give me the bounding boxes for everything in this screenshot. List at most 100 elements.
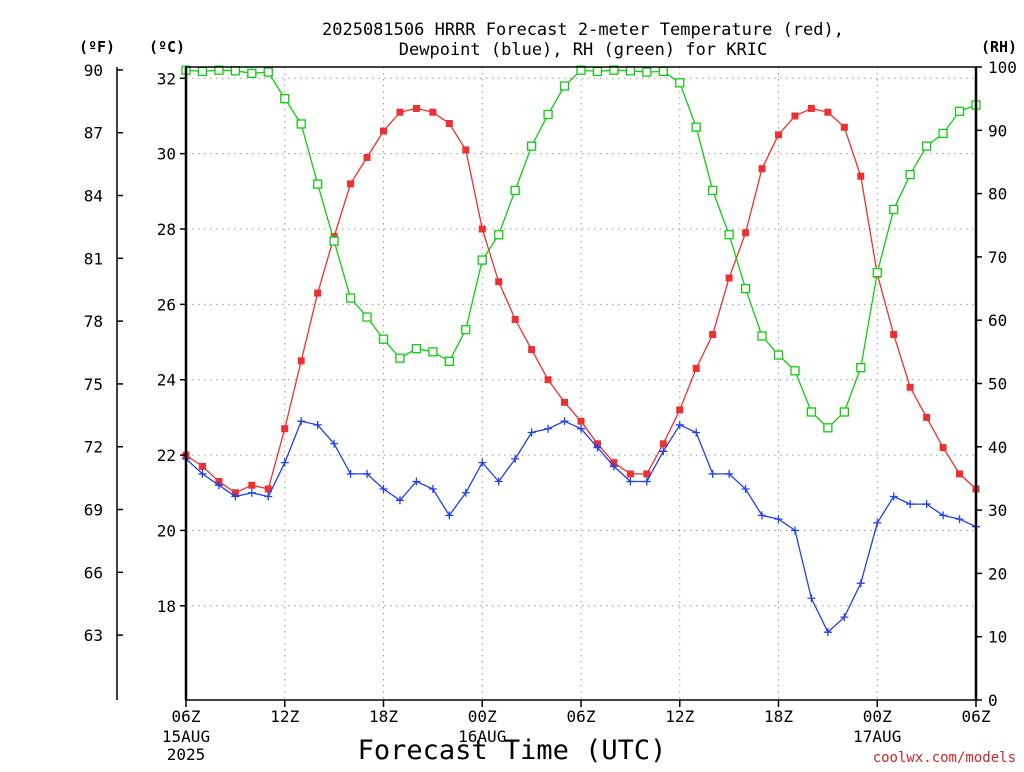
data-point — [642, 477, 651, 486]
data-point — [741, 485, 750, 493]
data-point — [922, 500, 931, 509]
fahrenheit-tick-label: 66 — [84, 563, 103, 582]
data-point — [939, 444, 947, 452]
data-point — [247, 488, 256, 497]
data-point — [198, 469, 207, 478]
fahrenheit-unit-label: (ºF) — [79, 38, 115, 56]
rh-tick-label: 0 — [988, 691, 998, 710]
rh-tick-label: 40 — [988, 438, 1007, 457]
data-point — [839, 407, 849, 417]
data-point — [577, 417, 585, 425]
data-point — [543, 109, 553, 120]
data-point — [544, 424, 553, 433]
data-point — [757, 331, 767, 341]
series-line-temperature — [185, 107, 977, 494]
x-tick-label: 18Z — [764, 707, 793, 726]
fahrenheit-tick-label: 63 — [84, 626, 103, 645]
chart-title-line1: 2025081506 HRRR Forecast 2-meter Tempera… — [322, 20, 844, 40]
x-tick-label: 00Z — [863, 707, 892, 726]
data-point — [691, 122, 701, 132]
rh-tick-label: 50 — [988, 375, 1007, 394]
data-point — [708, 185, 718, 196]
data-point — [362, 312, 372, 322]
data-point — [840, 123, 848, 131]
data-point — [938, 128, 948, 139]
data-point — [577, 424, 585, 433]
data-point — [905, 169, 915, 180]
data-point — [725, 274, 733, 282]
fahrenheit-tick-label: 69 — [84, 501, 103, 520]
rh-tick-label: 90 — [988, 121, 1007, 140]
data-point — [445, 511, 454, 520]
data-point — [247, 68, 257, 78]
series-dewpoint — [182, 417, 980, 637]
label-layer: 2025081506 HRRR Forecast 2-meter Tempera… — [79, 20, 1017, 766]
fahrenheit-tick-label: 84 — [84, 187, 103, 206]
data-point — [609, 462, 618, 471]
data-point — [675, 78, 685, 88]
data-point — [544, 376, 552, 384]
data-point — [445, 120, 453, 128]
data-point — [659, 447, 668, 456]
data-point — [248, 481, 256, 489]
data-point — [724, 230, 734, 240]
series-temperature — [182, 104, 980, 497]
data-point — [775, 131, 782, 139]
rh-unit-label: (RH) — [981, 38, 1017, 56]
data-point — [773, 350, 784, 360]
data-point — [330, 439, 339, 448]
rh-tick-label: 30 — [988, 501, 1007, 520]
data-point — [806, 407, 817, 417]
data-point — [824, 108, 832, 116]
celsius-tick-label: 24 — [157, 371, 176, 390]
celsius-tick-label: 30 — [157, 145, 176, 164]
data-point — [478, 225, 486, 233]
fahrenheit-tick-label: 81 — [84, 249, 103, 268]
data-point — [725, 469, 734, 478]
data-point — [626, 477, 635, 486]
rh-tick-label: 80 — [988, 185, 1007, 204]
data-point — [642, 67, 652, 77]
celsius-unit-label: (ºC) — [149, 38, 185, 56]
data-point — [823, 628, 832, 637]
tick-layer: 18 20 22 24 26 28 30 32 63 66 69 72 75 78 81 84 87 90 0 10 2… — [84, 58, 1017, 764]
data-point — [214, 481, 223, 490]
data-point — [758, 165, 766, 173]
data-point — [740, 283, 751, 294]
data-point — [380, 127, 387, 135]
data-point — [281, 425, 289, 433]
celsius-tick-label: 28 — [157, 220, 176, 239]
data-point — [329, 236, 339, 246]
x-date-label: 15AUG — [162, 727, 210, 746]
data-point — [412, 104, 420, 112]
data-point — [742, 229, 750, 237]
data-point — [857, 172, 865, 180]
data-point — [708, 469, 717, 478]
fahrenheit-tick-label: 75 — [84, 375, 103, 394]
axis-layer — [116, 66, 978, 701]
data-point — [444, 356, 454, 366]
data-point — [280, 94, 290, 104]
data-point — [197, 66, 208, 77]
data-point — [347, 180, 355, 188]
data-point — [313, 420, 322, 429]
plot-frame — [185, 66, 977, 701]
data-point — [659, 440, 667, 448]
data-point — [313, 179, 323, 189]
celsius-tick-label: 18 — [157, 597, 176, 616]
data-point — [412, 477, 421, 486]
data-point — [527, 428, 536, 437]
data-point — [692, 364, 700, 372]
data-point — [592, 66, 603, 77]
x-date-label: 16AUG — [458, 727, 506, 746]
data-point — [658, 66, 668, 77]
data-point — [791, 112, 799, 120]
data-point — [758, 511, 767, 520]
data-point — [461, 488, 470, 497]
data-point — [379, 485, 388, 493]
series-line-dewpoint — [185, 420, 977, 634]
data-point — [495, 278, 503, 286]
data-point — [921, 141, 932, 151]
